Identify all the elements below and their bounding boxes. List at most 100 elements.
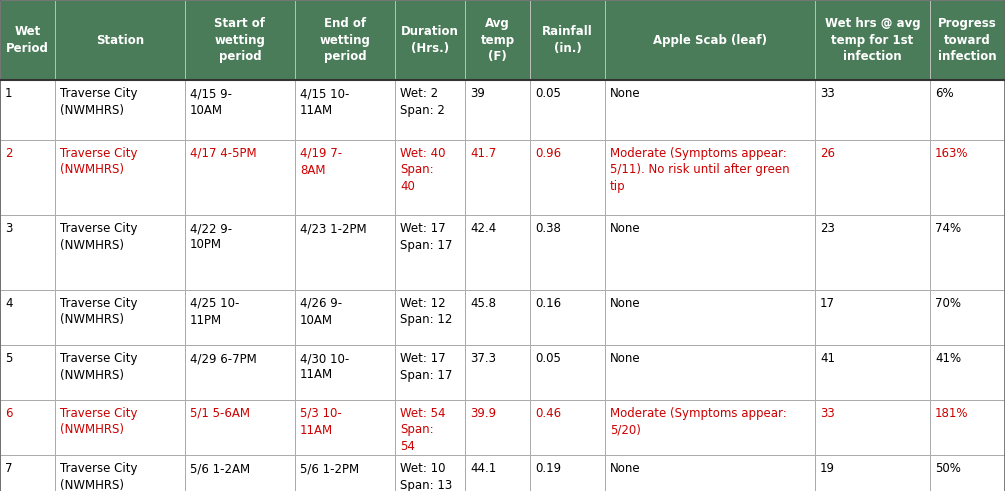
Text: 17: 17 (820, 297, 835, 310)
Bar (55, 215, 185, 290)
Text: Traverse City
(NWMHRS): Traverse City (NWMHRS) (60, 297, 138, 327)
Text: 4/30 10-
11AM: 4/30 10- 11AM (300, 352, 350, 382)
Text: 6: 6 (5, 407, 12, 420)
Bar (815, 80, 930, 140)
Text: Station: Station (95, 33, 144, 47)
Bar (185, 455, 295, 491)
Text: 3: 3 (5, 222, 12, 235)
Bar (465, 215, 530, 290)
Bar (930, 290, 1005, 345)
Bar (815, 215, 930, 290)
Bar (0, 215, 55, 290)
Bar (0, 140, 55, 215)
Text: 37.3: 37.3 (470, 352, 496, 365)
Text: 50%: 50% (935, 462, 961, 475)
Bar (55, 0, 185, 80)
Text: Wet: 10
Span: 13: Wet: 10 Span: 13 (400, 462, 452, 491)
Bar (0, 0, 55, 80)
Text: Wet: 54
Span:
54: Wet: 54 Span: 54 (400, 407, 445, 453)
Bar (530, 400, 605, 475)
Bar (815, 455, 930, 491)
Text: Rainfall
(in.): Rainfall (in.) (542, 25, 593, 55)
Bar (395, 345, 465, 400)
Text: Wet: 2
Span: 2: Wet: 2 Span: 2 (400, 87, 445, 116)
Bar (530, 0, 605, 80)
Bar (295, 345, 395, 400)
Text: 5/6 1-2PM: 5/6 1-2PM (300, 462, 359, 475)
Text: 39: 39 (470, 87, 484, 100)
Text: 4/19 7-
8AM: 4/19 7- 8AM (300, 147, 342, 176)
Bar (0, 345, 55, 400)
Bar (605, 215, 815, 290)
Bar (605, 290, 815, 345)
Bar (395, 400, 465, 475)
Text: Progress
toward
infection: Progress toward infection (938, 17, 997, 63)
Bar (815, 400, 930, 475)
Bar (55, 140, 185, 215)
Text: 45.8: 45.8 (470, 297, 496, 310)
Text: Traverse City
(NWMHRS): Traverse City (NWMHRS) (60, 462, 138, 491)
Text: 44.1: 44.1 (470, 462, 496, 475)
Text: 0.38: 0.38 (535, 222, 561, 235)
Bar (465, 290, 530, 345)
Bar (815, 290, 930, 345)
Text: Avg
temp
(F): Avg temp (F) (480, 17, 515, 63)
Bar (530, 455, 605, 491)
Text: Moderate (Symptoms appear:
5/20): Moderate (Symptoms appear: 5/20) (610, 407, 787, 436)
Bar (295, 80, 395, 140)
Bar (185, 80, 295, 140)
Text: 33: 33 (820, 87, 835, 100)
Bar (605, 455, 815, 491)
Bar (0, 290, 55, 345)
Text: Duration
(Hrs.): Duration (Hrs.) (401, 25, 459, 55)
Bar (465, 400, 530, 475)
Bar (530, 290, 605, 345)
Bar (605, 400, 815, 475)
Text: 5/1 5-6AM: 5/1 5-6AM (190, 407, 250, 420)
Text: 2: 2 (5, 147, 12, 160)
Text: 5: 5 (5, 352, 12, 365)
Text: Wet
Period: Wet Period (6, 25, 49, 55)
Text: 0.46: 0.46 (535, 407, 561, 420)
Text: 70%: 70% (935, 297, 961, 310)
Text: 4/29 6-7PM: 4/29 6-7PM (190, 352, 256, 365)
Bar (930, 455, 1005, 491)
Bar (815, 140, 930, 215)
Text: Wet: 12
Span: 12: Wet: 12 Span: 12 (400, 297, 452, 327)
Bar (295, 455, 395, 491)
Bar (185, 400, 295, 475)
Bar (185, 140, 295, 215)
Bar (295, 0, 395, 80)
Bar (55, 400, 185, 475)
Text: 7: 7 (5, 462, 12, 475)
Bar (465, 455, 530, 491)
Text: 26: 26 (820, 147, 835, 160)
Text: 39.9: 39.9 (470, 407, 496, 420)
Bar (295, 215, 395, 290)
Bar (55, 290, 185, 345)
Text: 4/25 10-
11PM: 4/25 10- 11PM (190, 297, 239, 327)
Text: 0.16: 0.16 (535, 297, 561, 310)
Text: 5/3 10-
11AM: 5/3 10- 11AM (300, 407, 342, 436)
Bar (295, 140, 395, 215)
Text: 0.05: 0.05 (535, 352, 561, 365)
Text: 6%: 6% (935, 87, 954, 100)
Bar (530, 215, 605, 290)
Text: 33: 33 (820, 407, 835, 420)
Text: None: None (610, 222, 640, 235)
Bar (185, 345, 295, 400)
Text: Traverse City
(NWMHRS): Traverse City (NWMHRS) (60, 222, 138, 251)
Bar (55, 345, 185, 400)
Bar (815, 345, 930, 400)
Bar (605, 345, 815, 400)
Bar (530, 80, 605, 140)
Bar (395, 80, 465, 140)
Text: 4/15 9-
10AM: 4/15 9- 10AM (190, 87, 232, 116)
Bar (465, 345, 530, 400)
Text: 42.4: 42.4 (470, 222, 496, 235)
Text: 5/6 1-2AM: 5/6 1-2AM (190, 462, 250, 475)
Bar (530, 345, 605, 400)
Text: 41.7: 41.7 (470, 147, 496, 160)
Bar (815, 0, 930, 80)
Text: 4/17 4-5PM: 4/17 4-5PM (190, 147, 256, 160)
